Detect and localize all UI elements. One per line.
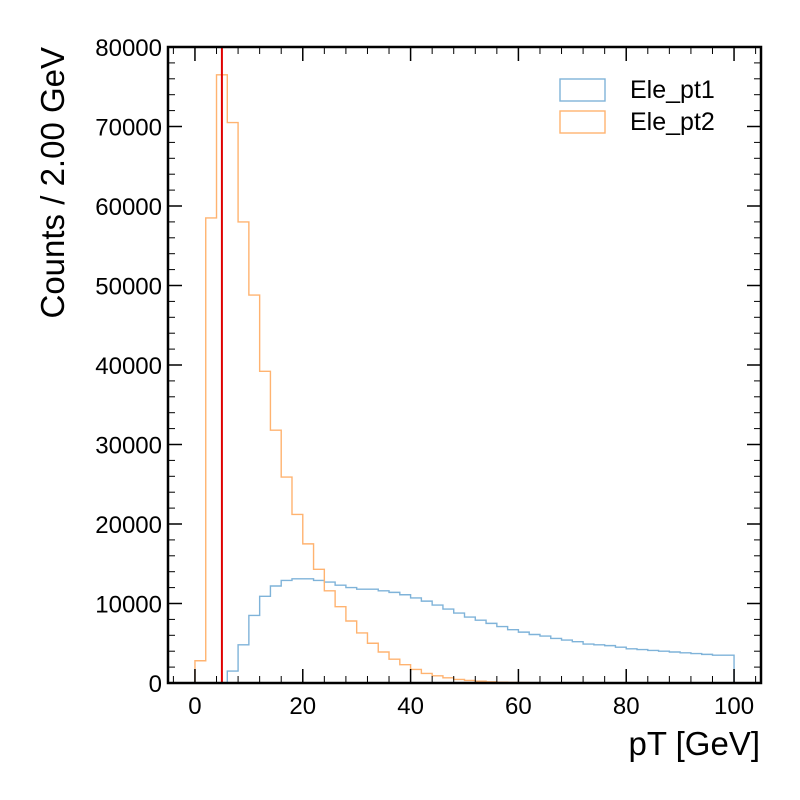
x-tick-label: 60	[505, 693, 532, 720]
y-axis-title: Counts / 2.00 GeV	[34, 47, 71, 319]
y-tick-label: 70000	[95, 115, 162, 142]
y-tick-label: 30000	[95, 433, 162, 460]
x-tick-label: 20	[289, 693, 316, 720]
legend-label: Ele_pt1	[630, 76, 715, 104]
x-tick-label: 80	[613, 693, 640, 720]
legend-swatch	[559, 110, 606, 134]
plot-frame	[166, 45, 763, 685]
legend-label: Ele_pt2	[630, 108, 715, 136]
y-tick-label: 40000	[95, 353, 162, 380]
x-tick-label: 40	[397, 693, 424, 720]
y-tick-label: 80000	[95, 35, 162, 62]
legend: Ele_pt1 Ele_pt2	[559, 76, 715, 136]
y-tick-label: 50000	[95, 274, 162, 301]
series-ele-pt2-histogram	[194, 74, 735, 684]
y-tick-label: 0	[149, 671, 162, 698]
y-tick-label: 10000	[95, 592, 162, 619]
ticks-layer: 0 20 40 60 80 100 0 10000 20000 30000 40000 50000 60…	[95, 35, 761, 720]
y-tick-label: 60000	[95, 194, 162, 221]
legend-swatch	[559, 78, 606, 102]
histogram-layer	[194, 47, 735, 684]
x-tick-label: 100	[714, 693, 754, 720]
x-axis-title: pT [GeV]	[629, 725, 760, 762]
y-tick-label: 20000	[95, 512, 162, 539]
x-tick-label: 0	[188, 693, 201, 720]
series-ele-pt1-histogram	[194, 578, 735, 684]
